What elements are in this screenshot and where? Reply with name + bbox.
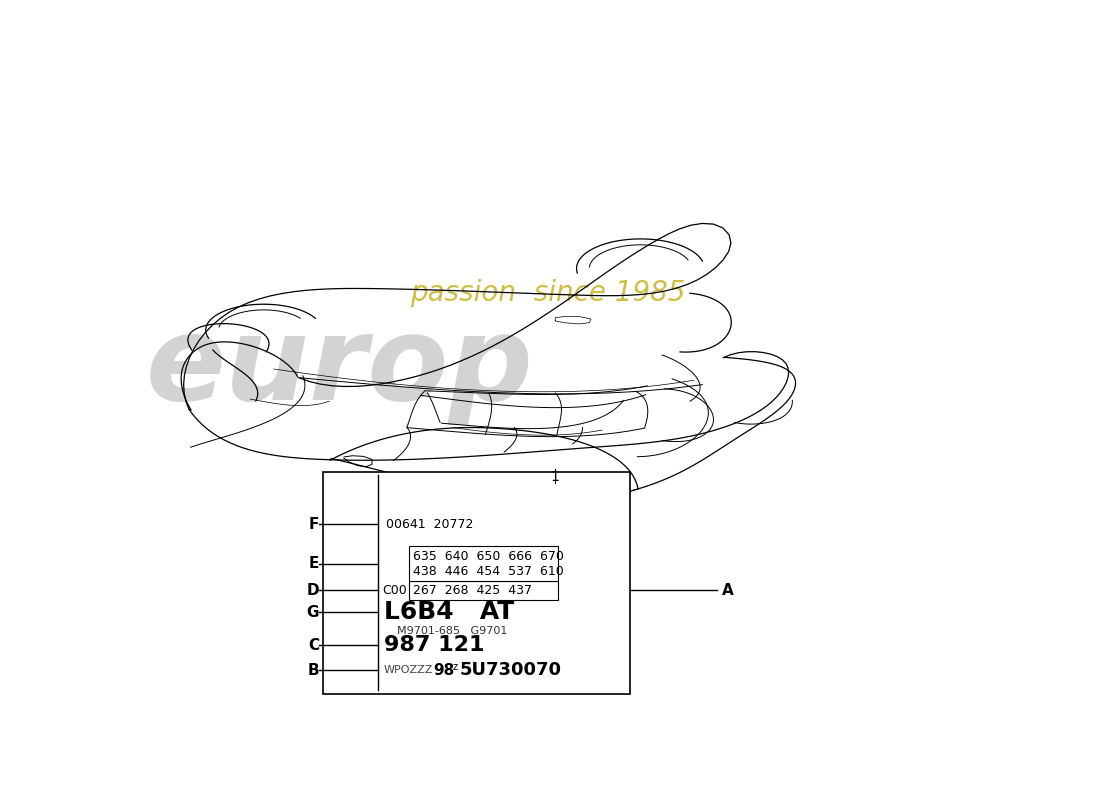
- Text: B: B: [308, 662, 319, 678]
- Text: 987 121: 987 121: [384, 635, 484, 655]
- Text: M9701-685   G9701: M9701-685 G9701: [397, 626, 507, 636]
- Text: passion  since 1985: passion since 1985: [410, 279, 685, 307]
- Text: 98: 98: [433, 662, 454, 678]
- Bar: [408, 546, 558, 582]
- Text: 438  446  454  537  610: 438 446 454 537 610: [412, 565, 563, 578]
- Text: C: C: [308, 638, 319, 653]
- Text: WPOZZZ: WPOZZZ: [384, 665, 433, 675]
- Text: 00641  20772: 00641 20772: [386, 518, 474, 530]
- Text: E: E: [309, 556, 319, 571]
- Text: 5U730070: 5U730070: [460, 661, 562, 679]
- Text: z: z: [453, 662, 458, 672]
- Bar: [323, 472, 630, 694]
- Bar: [408, 582, 558, 600]
- Text: C00: C00: [382, 583, 407, 597]
- Text: L6B4   AT: L6B4 AT: [384, 600, 514, 624]
- Text: G: G: [307, 605, 319, 620]
- Text: F: F: [309, 517, 319, 532]
- Text: europ: europ: [146, 310, 534, 425]
- Text: 635  640  650  666  670: 635 640 650 666 670: [412, 550, 563, 562]
- Text: 1: 1: [551, 470, 560, 484]
- Text: 267  268  425  437: 267 268 425 437: [412, 583, 532, 597]
- Text: A: A: [722, 582, 734, 598]
- Text: D: D: [307, 582, 319, 598]
